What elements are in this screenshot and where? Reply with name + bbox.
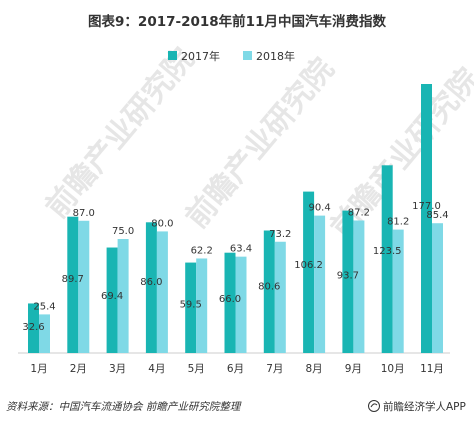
bar-2018: [274, 241, 286, 353]
bird-logo-icon: [368, 400, 380, 412]
data-label-2017: 177.0: [412, 201, 441, 212]
bar-2018: [235, 256, 247, 353]
bar-2017: [381, 165, 393, 353]
data-label-2018: 80.0: [151, 218, 173, 229]
bar-2018: [39, 314, 50, 353]
x-tick-label: 4月: [148, 363, 165, 375]
data-label-2017: 80.6: [258, 282, 280, 293]
data-label-2017: 123.5: [373, 246, 402, 257]
bar-2017: [224, 252, 236, 353]
x-tick-label: 3月: [109, 363, 126, 375]
bar-2018: [392, 229, 404, 353]
bar-2017: [28, 303, 39, 353]
data-label-2018: 81.2: [387, 217, 409, 228]
bar-2017: [67, 216, 79, 353]
data-label-2017: 89.7: [62, 274, 84, 285]
bar-2018: [78, 220, 90, 353]
legend-swatch-2017: [168, 51, 177, 60]
bar-2017: [421, 84, 432, 353]
bar-2017: [145, 222, 157, 353]
data-label-2017: 59.5: [180, 299, 202, 310]
x-tick-label: 8月: [306, 363, 323, 375]
bar-2017: [342, 210, 354, 353]
data-label-2017: 93.7: [337, 271, 359, 282]
x-tick-label: 1月: [30, 363, 47, 375]
bar-2017: [263, 230, 275, 353]
x-tick-label: 6月: [227, 363, 244, 375]
bar-2018: [156, 231, 168, 353]
source-note: 资料来源：中国汽车流通协会 前瞻产业研究院整理: [6, 401, 242, 413]
chart-title: 图表9：2017-2018年前11月中国汽车消费指数: [88, 13, 386, 30]
data-label-2017: 86.0: [140, 277, 162, 288]
plot-area: 32.6 25.4 1月 89.7 87.0 2月 69.4 75.0 3月 86.0 80.0 4月…: [18, 84, 450, 375]
bar-2017: [303, 191, 315, 353]
x-tick-label: 11月: [420, 363, 444, 375]
legend-label-2018: 2018年: [256, 49, 295, 63]
x-tick-label: 9月: [345, 363, 362, 375]
data-label-2017: 32.6: [22, 322, 44, 333]
legend-swatch-2018: [243, 51, 252, 60]
data-label-2017: 66.0: [219, 294, 241, 305]
legend-label-2017: 2017年: [181, 49, 220, 63]
bar-2018: [196, 258, 208, 353]
data-label-2018: 85.4: [426, 210, 448, 221]
data-label-2017: 106.2: [294, 260, 323, 271]
bar-2018: [432, 223, 443, 353]
x-tick-label: 5月: [188, 363, 205, 375]
data-label-2018: 87.0: [73, 208, 95, 219]
legend: 2017年 2018年: [168, 49, 295, 63]
bar-2018: [117, 239, 129, 353]
data-label-2017: 69.4: [101, 291, 123, 302]
bar-2018: [314, 215, 326, 353]
x-tick-label: 10月: [381, 363, 405, 375]
data-label-2018: 87.2: [348, 207, 370, 218]
data-label-2018: 62.2: [191, 245, 213, 256]
data-label-2018: 73.2: [269, 229, 291, 240]
x-tick-label: 2月: [70, 363, 87, 375]
data-label-2018: 25.4: [33, 301, 55, 312]
data-label-2018: 75.0: [112, 226, 134, 237]
brand-label: 前瞻经济学人APP: [383, 400, 466, 413]
x-tick-label: 7月: [266, 363, 283, 375]
data-label-2018: 63.4: [230, 244, 252, 255]
data-label-2018: 90.4: [308, 203, 330, 214]
watermark-text: 前瞻产业研究院: [39, 42, 201, 225]
bar-2018: [353, 220, 365, 353]
bar-2017: [106, 247, 118, 353]
bar-2017: [185, 262, 197, 353]
